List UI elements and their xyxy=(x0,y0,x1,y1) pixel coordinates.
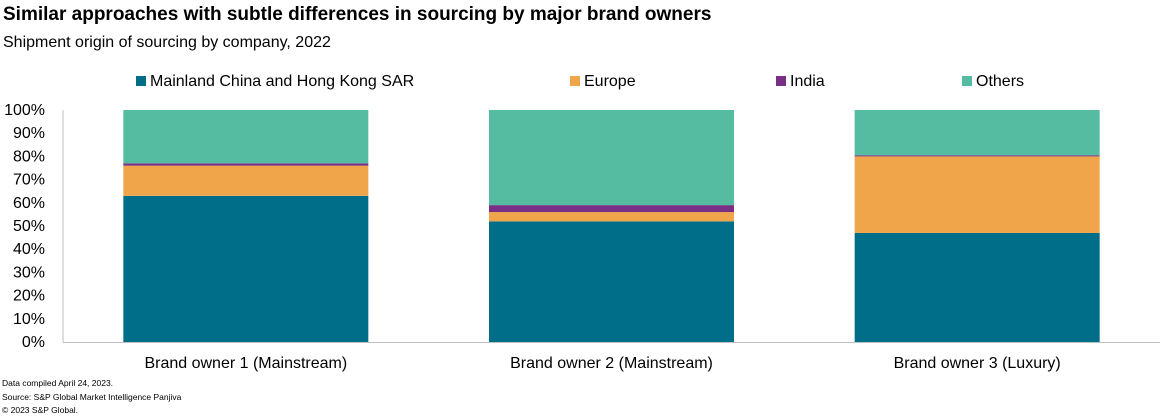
chart-title: Similar approaches with subtle differenc… xyxy=(3,4,712,25)
footer-source: Source: S&P Global Market Intelligence P… xyxy=(2,392,182,402)
y-tick-label: 10% xyxy=(13,311,45,328)
bar-2-segment-1 xyxy=(489,221,734,342)
bar-3-segment-2 xyxy=(854,156,1100,233)
x-category-label-1: Brand owner 1 (Mainstream) xyxy=(144,355,347,372)
y-tick-label: 50% xyxy=(13,218,45,235)
bar-2-segment-2 xyxy=(489,212,734,222)
legend-label-3: India xyxy=(790,73,825,90)
legend-swatch-1 xyxy=(136,76,146,86)
x-category-label-3: Brand owner 3 (Luxury) xyxy=(894,355,1061,372)
y-tick-label: 60% xyxy=(13,195,45,212)
bar-1-segment-2 xyxy=(123,165,369,196)
bar-2-segment-3 xyxy=(489,205,734,213)
bar-1-segment-4 xyxy=(123,110,369,164)
bar-1-segment-3 xyxy=(123,163,369,166)
y-tick-label: 20% xyxy=(13,288,45,305)
legend-swatch-2 xyxy=(570,76,580,86)
legend-label-1: Mainland China and Hong Kong SAR xyxy=(150,73,414,90)
bar-3-segment-1 xyxy=(854,232,1100,342)
y-tick-label: 80% xyxy=(13,148,45,165)
legend-label-4: Others xyxy=(976,73,1024,90)
y-tick-label: 30% xyxy=(13,264,45,281)
footer-copyright: © 2023 S&P Global. xyxy=(2,405,79,415)
y-tick-label: 70% xyxy=(13,172,45,189)
bar-2-segment-4 xyxy=(489,110,734,206)
y-tick-label: 100% xyxy=(4,102,45,119)
y-tick-label: 0% xyxy=(22,334,45,351)
legend-swatch-3 xyxy=(776,76,786,86)
bar-3-segment-4 xyxy=(854,110,1100,156)
y-tick-label: 40% xyxy=(13,241,45,258)
legend-swatch-4 xyxy=(962,76,972,86)
bar-1-segment-1 xyxy=(123,195,369,342)
bar-3-segment-3 xyxy=(854,155,1100,157)
legend-label-2: Europe xyxy=(584,73,636,90)
x-category-label-2: Brand owner 2 (Mainstream) xyxy=(510,355,713,372)
footer-data-compiled: Data compiled April 24, 2023. xyxy=(2,378,114,388)
chart-subtitle: Shipment origin of sourcing by company, … xyxy=(3,34,331,51)
y-tick-label: 90% xyxy=(13,125,45,142)
